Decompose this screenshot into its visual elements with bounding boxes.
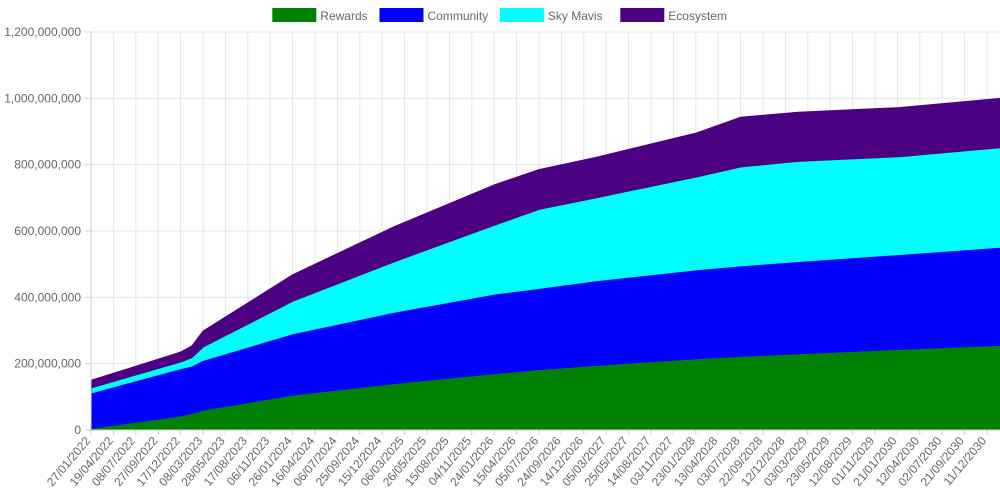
y-tick-label: 0 — [74, 423, 81, 437]
y-axis-tick-labels: 0 200,000,000 400,000,000 600,000,000 800,00… — [4, 25, 81, 437]
legend-swatch — [499, 8, 544, 22]
x-axis-tick-labels: 27/01/202219/04/202208/07/202227/09/2022… — [44, 434, 990, 489]
y-tick-label: 1,000,000,000 — [4, 91, 81, 105]
legend-label: Community — [428, 9, 489, 23]
chart-legend: Rewards Community Sky Mavis Ecosystem — [272, 8, 727, 23]
legend-item-rewards[interactable]: Rewards — [272, 8, 368, 23]
area-ecosystem — [90, 97, 1000, 431]
legend-label: Rewards — [320, 9, 367, 23]
legend-swatch — [620, 8, 665, 22]
y-tick-label: 600,000,000 — [14, 224, 81, 238]
legend-item-ecosystem[interactable]: Ecosystem — [620, 8, 727, 23]
legend-item-community[interactable]: Community — [379, 8, 489, 23]
legend-label: Ecosystem — [668, 9, 727, 23]
y-tick-label: 200,000,000 — [14, 357, 81, 371]
y-tick-label: 400,000,000 — [14, 290, 81, 304]
chart-axes — [90, 32, 1000, 431]
legend-swatch — [272, 8, 317, 22]
legend-label: Sky Mavis — [548, 9, 603, 23]
legend-item-sky-mavis[interactable]: Sky Mavis — [499, 8, 603, 23]
legend-swatch — [379, 8, 424, 22]
chart-areas — [90, 97, 1000, 431]
y-tick-label: 800,000,000 — [14, 158, 81, 172]
y-tick-label: 1,200,000,000 — [4, 25, 81, 39]
